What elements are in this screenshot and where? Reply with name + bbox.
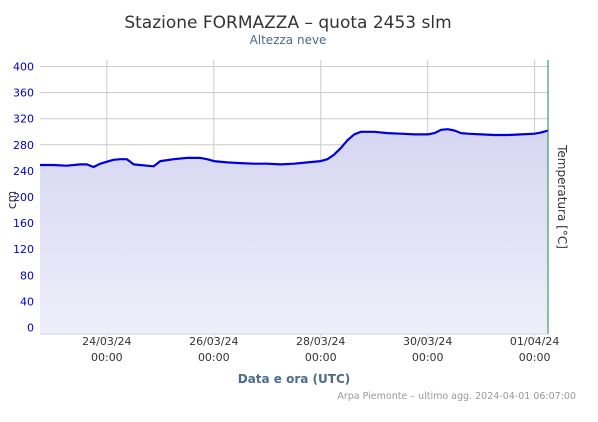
y-tick-label: 120 bbox=[13, 243, 34, 256]
x-tick-sublabel: 00:00 bbox=[305, 351, 337, 364]
x-tick-label: 01/04/24 bbox=[510, 335, 559, 348]
y-tick-label: 320 bbox=[13, 113, 34, 126]
y-tick-label: 240 bbox=[13, 165, 34, 178]
y-tick-label: 40 bbox=[20, 295, 34, 308]
y-tick-label: 360 bbox=[13, 87, 34, 100]
series-area-fill bbox=[40, 129, 548, 334]
y-tick-label: 400 bbox=[13, 61, 34, 74]
y-tick-label: 280 bbox=[13, 139, 34, 152]
right-axis-title: Temperatura [°C] bbox=[555, 144, 569, 249]
x-tick-label: 28/03/24 bbox=[296, 335, 345, 348]
series-line[interactable] bbox=[40, 128, 549, 169]
y-tick-label: 80 bbox=[20, 269, 34, 282]
x-axis-title: Data e ora (UTC) bbox=[238, 372, 351, 386]
y-tick-label: 0 bbox=[27, 321, 34, 334]
x-tick-sublabel: 00:00 bbox=[519, 351, 551, 364]
y-tick-label: 160 bbox=[13, 217, 34, 230]
x-tick-sublabel: 00:00 bbox=[198, 351, 230, 364]
x-tick-sublabel: 00:00 bbox=[412, 351, 444, 364]
x-tick-sublabel: 00:00 bbox=[91, 351, 123, 364]
x-tick-label: 30/03/24 bbox=[403, 335, 452, 348]
chart-title: Stazione FORMAZZA – quota 2453 slm bbox=[124, 13, 451, 33]
y-axis-ticks: 0 40 80 120 160 200 240 280 320 360 400 bbox=[13, 61, 34, 335]
y-tick-label: 200 bbox=[13, 191, 34, 204]
x-axis-ticks: 24/03/24 00:00 26/03/24 00:00 28/03/24 00:00 3… bbox=[82, 334, 559, 364]
y-axis-title: cm bbox=[5, 191, 19, 209]
x-tick-label: 26/03/24 bbox=[189, 335, 238, 348]
x-tick-label: 24/03/24 bbox=[82, 335, 131, 348]
chart-subtitle: Altezza neve bbox=[250, 33, 327, 47]
credits[interactable]: Arpa Piemonte – ultimo agg. 2024-04-01 0… bbox=[337, 391, 576, 402]
